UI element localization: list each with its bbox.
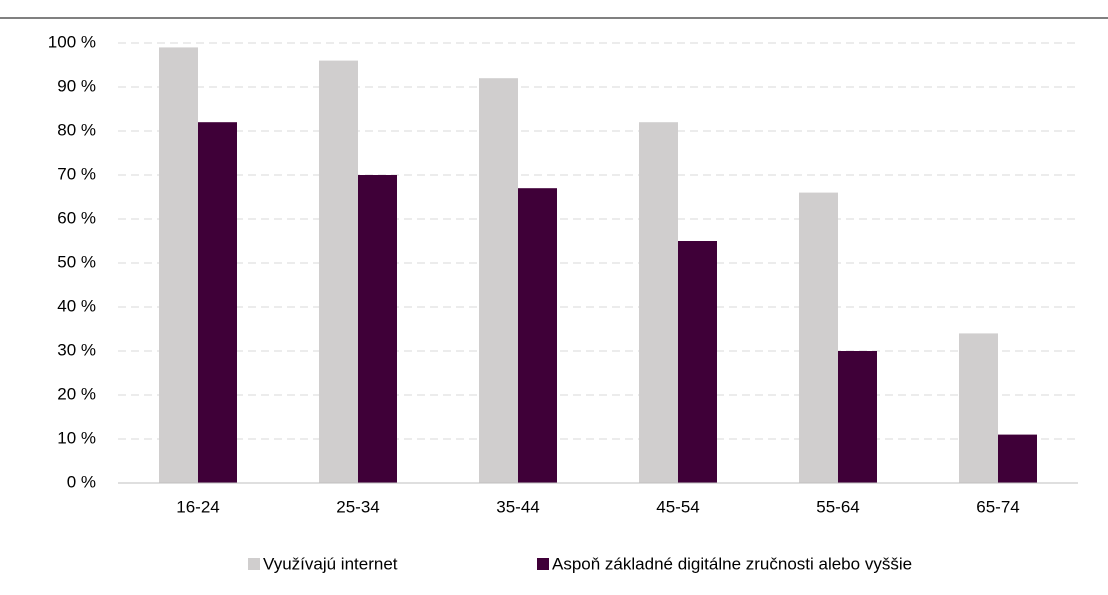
legend-swatch	[537, 558, 549, 570]
y-tick-label: 90 %	[57, 76, 96, 95]
y-tick-label: 80 %	[57, 120, 96, 139]
y-tick-label: 10 %	[57, 428, 96, 447]
legend-label: Aspoň základné digitálne zručnosti alebo…	[552, 554, 912, 573]
y-tick-label: 50 %	[57, 252, 96, 271]
x-tick-label: 65-74	[976, 497, 1019, 516]
bar	[319, 60, 358, 483]
bar	[639, 122, 678, 483]
y-tick-label: 20 %	[57, 384, 96, 403]
y-tick-label: 60 %	[57, 208, 96, 227]
y-tick-label: 100 %	[48, 32, 96, 51]
bar	[198, 122, 237, 483]
bar	[159, 47, 198, 484]
x-tick-label: 35-44	[496, 497, 539, 516]
x-tick-label: 25-34	[336, 497, 379, 516]
legend-label: Využívajú internet	[263, 554, 398, 573]
bar	[838, 351, 877, 483]
bar	[479, 78, 518, 483]
bar	[998, 434, 1037, 483]
y-tick-label: 0 %	[67, 472, 96, 491]
bar	[518, 188, 557, 483]
y-tick-label: 70 %	[57, 164, 96, 183]
bar	[959, 333, 998, 483]
y-tick-label: 40 %	[57, 296, 96, 315]
bar	[358, 175, 397, 483]
x-tick-label: 45-54	[656, 497, 699, 516]
bar	[799, 192, 838, 483]
x-tick-label: 16-24	[176, 497, 219, 516]
x-tick-label: 55-64	[816, 497, 859, 516]
y-tick-label: 30 %	[57, 340, 96, 359]
legend-swatch	[248, 558, 260, 570]
bar	[678, 241, 717, 483]
